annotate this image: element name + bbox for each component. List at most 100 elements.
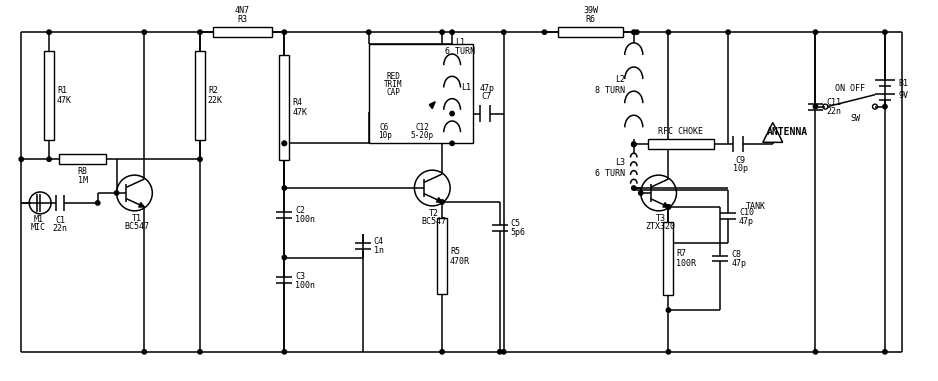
Circle shape: [666, 205, 671, 209]
Text: R3: R3: [237, 15, 248, 24]
Circle shape: [631, 30, 636, 34]
Text: 47p: 47p: [731, 259, 746, 268]
Text: 100n: 100n: [295, 281, 315, 290]
Text: SW: SW: [850, 114, 860, 123]
Text: L3: L3: [614, 158, 625, 167]
Circle shape: [450, 141, 454, 146]
Bar: [213, 27, 272, 37]
Text: T1: T1: [131, 214, 142, 223]
Circle shape: [666, 205, 671, 209]
Bar: [59, 154, 106, 164]
Text: MIC: MIC: [31, 223, 46, 232]
Circle shape: [282, 255, 286, 260]
Text: C9: C9: [735, 156, 745, 165]
Text: C1: C1: [55, 216, 65, 225]
Text: RFC CHOKE: RFC CHOKE: [658, 127, 704, 136]
Text: C11: C11: [826, 98, 841, 107]
Circle shape: [883, 350, 887, 354]
Text: TANK: TANK: [746, 202, 766, 211]
Circle shape: [47, 157, 52, 162]
Text: C10: C10: [739, 208, 754, 217]
Circle shape: [635, 30, 639, 34]
Circle shape: [367, 30, 371, 34]
Bar: [195, 51, 204, 140]
Circle shape: [282, 141, 286, 146]
Text: C7: C7: [482, 92, 492, 101]
Polygon shape: [663, 203, 669, 207]
Text: R7: R7: [676, 249, 687, 258]
Circle shape: [883, 30, 887, 34]
Text: C6: C6: [380, 123, 389, 133]
Circle shape: [142, 350, 146, 354]
Circle shape: [502, 350, 506, 354]
Text: C2: C2: [295, 207, 305, 215]
Text: T3: T3: [656, 214, 666, 223]
Text: C8: C8: [731, 250, 741, 259]
Circle shape: [198, 350, 203, 354]
Text: R1: R1: [57, 86, 67, 95]
Circle shape: [883, 104, 887, 109]
Text: TRIM: TRIM: [385, 80, 402, 89]
Text: 47K: 47K: [57, 96, 72, 105]
Circle shape: [440, 200, 445, 204]
Text: C12: C12: [416, 123, 430, 133]
Text: RED: RED: [386, 72, 401, 81]
Text: ON OFF: ON OFF: [835, 84, 865, 93]
Bar: [648, 139, 714, 149]
Text: B1: B1: [899, 79, 909, 88]
Text: R8: R8: [78, 167, 88, 176]
Circle shape: [440, 30, 445, 34]
Circle shape: [450, 30, 454, 34]
Text: 5-20p: 5-20p: [411, 131, 434, 141]
Text: 100n: 100n: [295, 215, 315, 224]
Text: BC547: BC547: [422, 217, 446, 226]
Circle shape: [282, 350, 286, 354]
Text: ZTX320: ZTX320: [645, 222, 675, 231]
Circle shape: [198, 157, 203, 162]
Text: 22n: 22n: [826, 107, 841, 116]
Circle shape: [282, 186, 286, 190]
Circle shape: [450, 111, 454, 116]
Text: CAP: CAP: [386, 88, 401, 97]
Circle shape: [96, 201, 100, 205]
Text: C3: C3: [295, 272, 305, 281]
Text: 4N7: 4N7: [234, 6, 250, 15]
Circle shape: [639, 191, 643, 195]
Text: 47p: 47p: [479, 84, 494, 93]
Text: L2: L2: [614, 75, 625, 84]
Text: R4: R4: [293, 98, 302, 107]
Circle shape: [666, 350, 671, 354]
Text: R6: R6: [585, 15, 596, 24]
Text: 39W: 39W: [583, 6, 598, 15]
Text: 1n: 1n: [373, 246, 384, 255]
Polygon shape: [139, 203, 144, 207]
Text: BC547: BC547: [124, 222, 149, 231]
Text: 47K: 47K: [293, 108, 308, 117]
Circle shape: [813, 350, 818, 354]
Polygon shape: [436, 198, 442, 202]
Text: R5: R5: [450, 247, 460, 256]
Bar: [663, 223, 673, 295]
Text: 47p: 47p: [739, 217, 754, 226]
Text: 10p: 10p: [733, 164, 748, 173]
Text: 8 TURN: 8 TURN: [595, 86, 625, 95]
Text: R2: R2: [208, 86, 218, 95]
Text: 10p: 10p: [378, 131, 391, 141]
Text: 5p6: 5p6: [510, 228, 525, 237]
Text: C4: C4: [373, 237, 384, 246]
Circle shape: [497, 350, 502, 354]
Circle shape: [631, 142, 636, 147]
Text: 6 TURN: 6 TURN: [445, 46, 475, 56]
Bar: [369, 44, 473, 143]
Bar: [437, 218, 447, 294]
Circle shape: [813, 30, 818, 34]
Bar: [558, 27, 623, 37]
Text: 470R: 470R: [450, 256, 470, 266]
Circle shape: [440, 350, 445, 354]
Circle shape: [666, 30, 671, 34]
Circle shape: [114, 191, 119, 195]
Circle shape: [198, 30, 203, 34]
Circle shape: [631, 186, 636, 190]
Text: 1M: 1M: [78, 176, 88, 185]
Circle shape: [631, 142, 636, 147]
